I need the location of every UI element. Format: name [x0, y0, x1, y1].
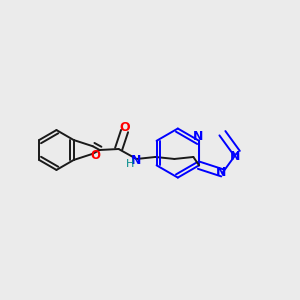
Text: O: O	[90, 149, 100, 162]
Text: H: H	[126, 159, 134, 169]
Text: N: N	[230, 150, 241, 163]
Text: N: N	[131, 154, 141, 167]
Text: N: N	[216, 167, 226, 179]
Text: O: O	[119, 121, 130, 134]
Text: N: N	[193, 130, 203, 143]
